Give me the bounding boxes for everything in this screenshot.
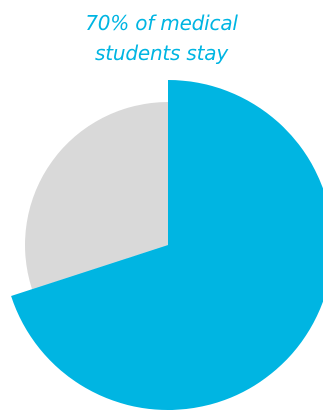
chart-title-line-1: 70% of medical: [85, 11, 238, 35]
chart-title: 70% of medical students stay: [0, 8, 323, 68]
chart-title-line-2: students stay: [95, 41, 228, 65]
pie-slice-1: [11, 80, 323, 410]
pie-slices: [11, 80, 323, 410]
pie-slice-2: [25, 102, 169, 290]
